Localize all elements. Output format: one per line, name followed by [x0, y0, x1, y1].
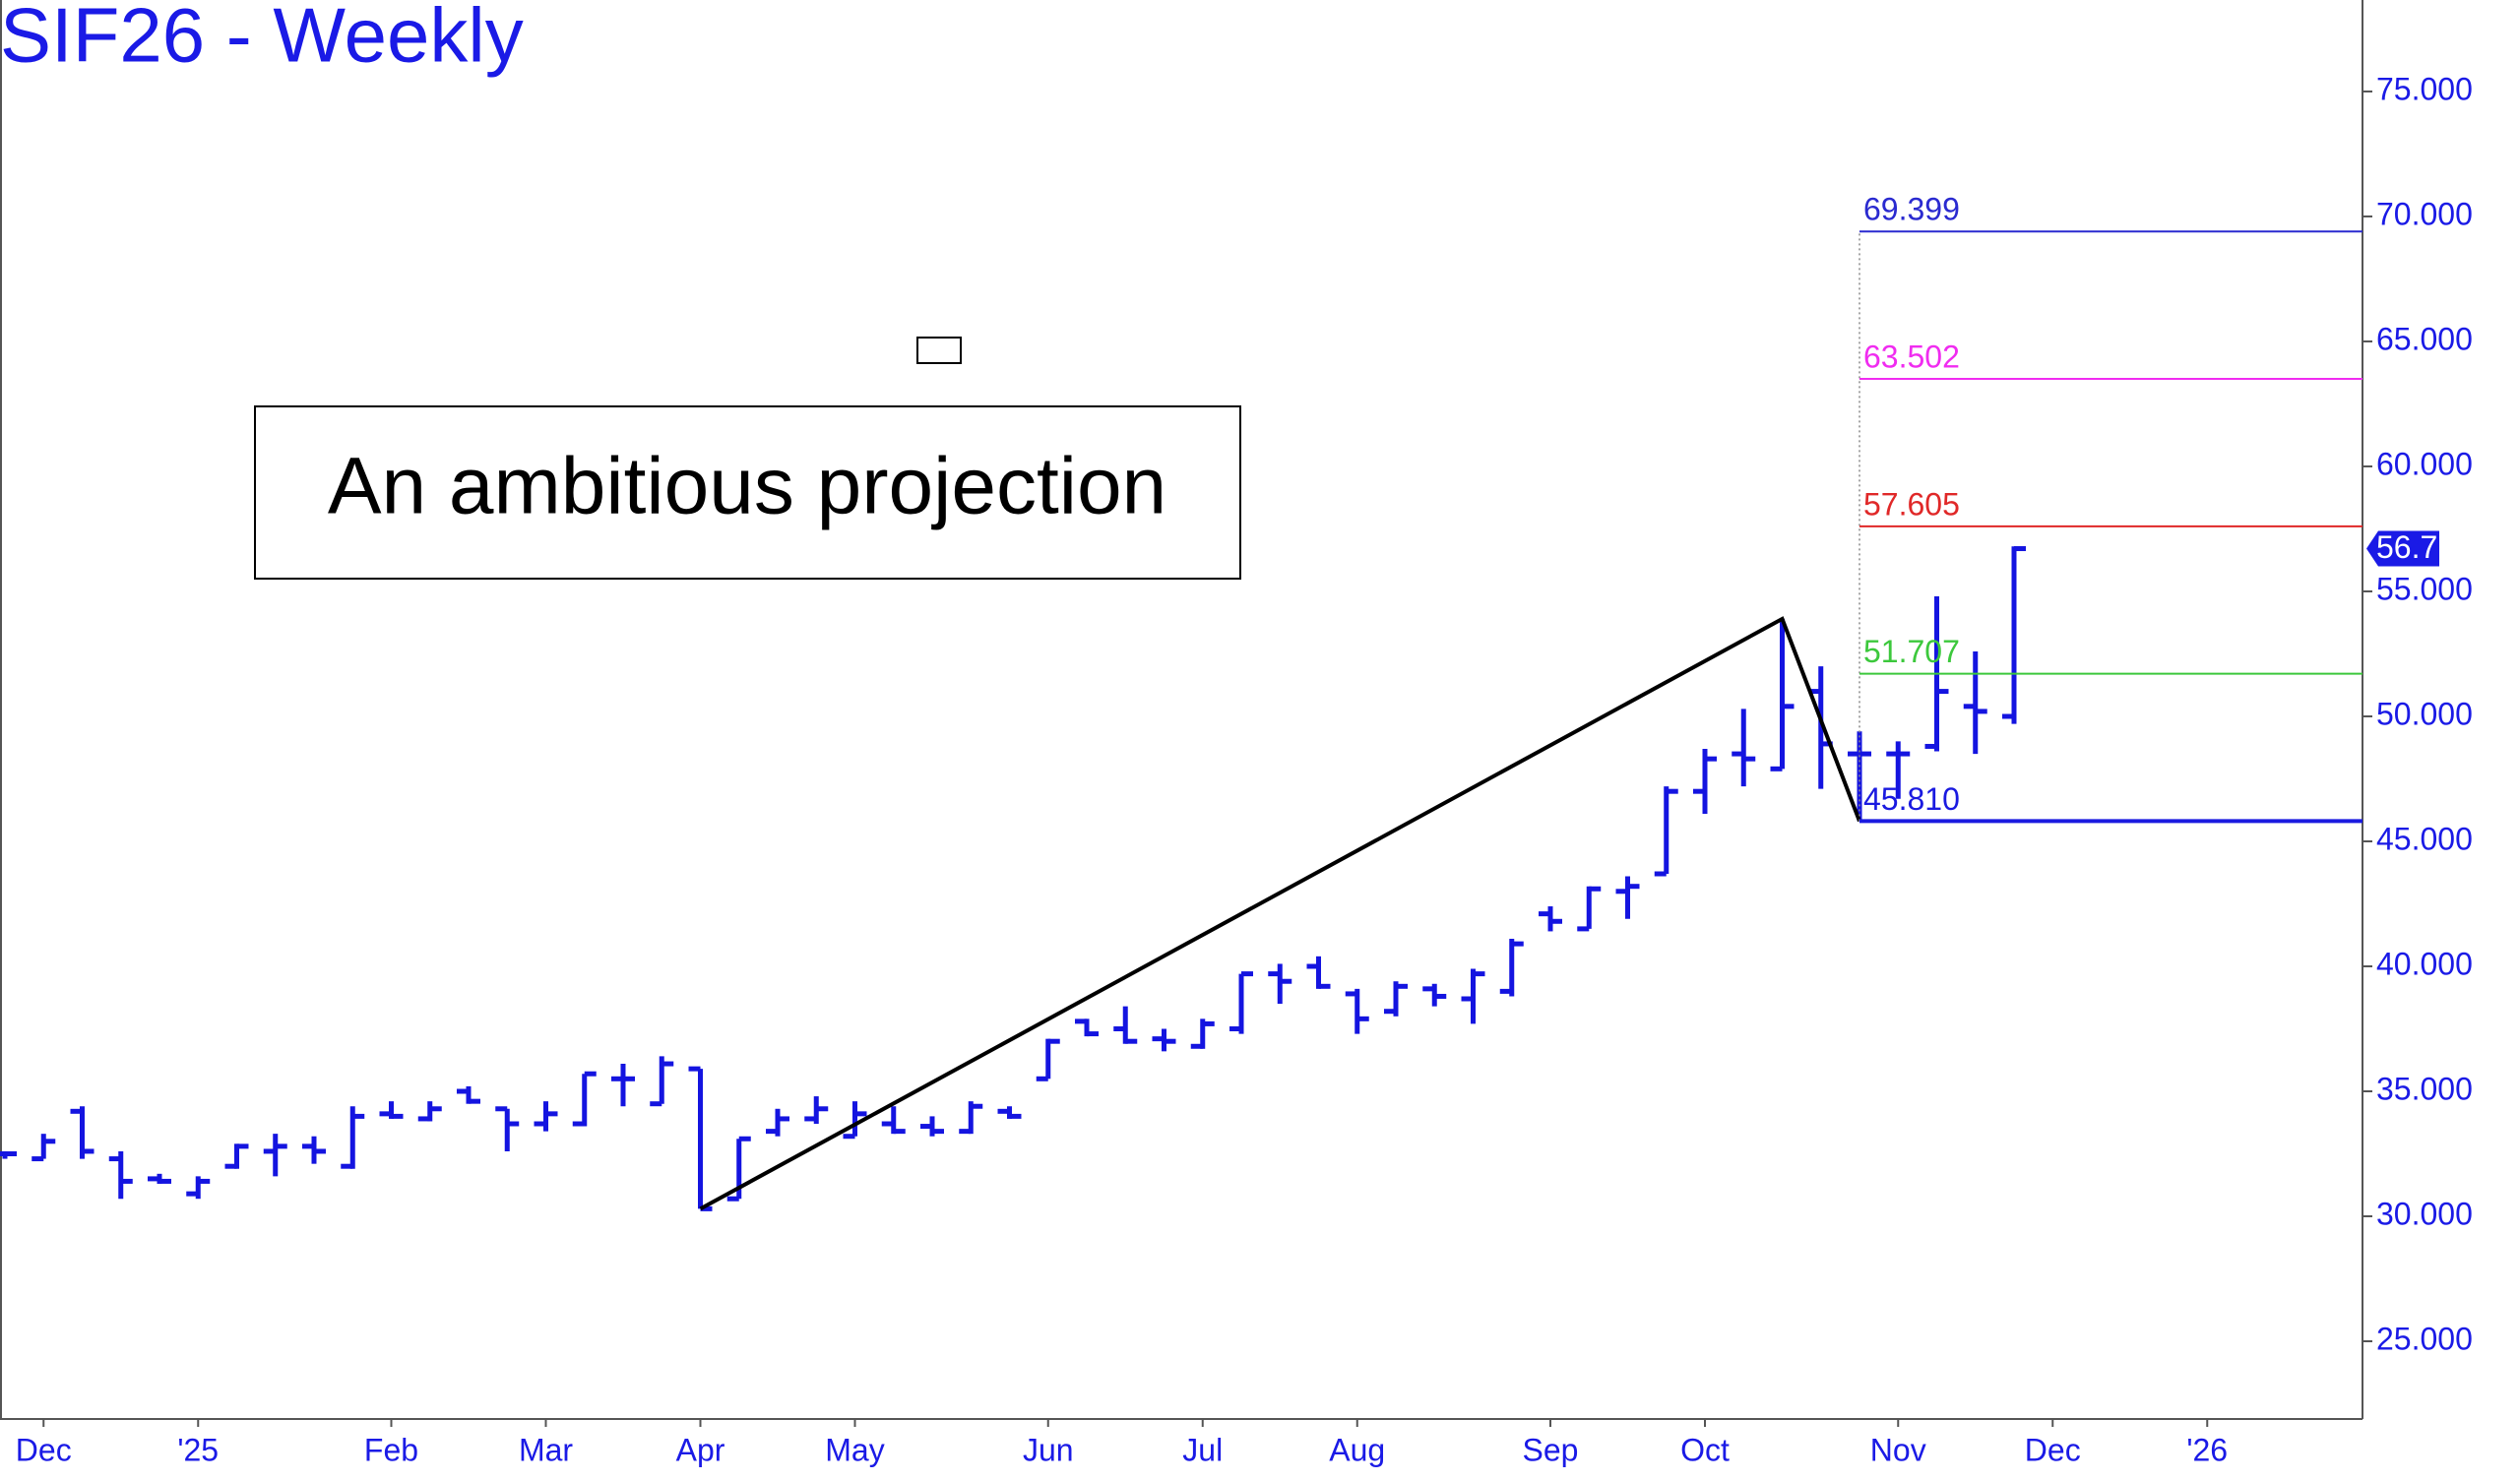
x-tick-label: Dec: [16, 1432, 72, 1467]
annotation-box: [254, 405, 1241, 580]
target-label: 63.502: [1863, 339, 1960, 374]
y-tick-label: 25.000: [2376, 1321, 2473, 1356]
target-label: 45.810: [1863, 781, 1960, 817]
x-tick-label: May: [825, 1432, 884, 1467]
x-tick-label: Sep: [1523, 1432, 1579, 1467]
y-tick-label: 60.000: [2376, 446, 2473, 481]
x-tick-label: Jul: [1182, 1432, 1223, 1467]
target-label: 57.605: [1863, 486, 1960, 522]
last-price-label: 56.711: [2376, 529, 2471, 565]
y-tick-label: 45.000: [2376, 821, 2473, 856]
x-tick-label: '25: [177, 1432, 219, 1467]
x-tick-label: Nov: [1870, 1432, 1926, 1467]
y-tick-label: 35.000: [2376, 1071, 2473, 1106]
marker-box: [916, 337, 962, 364]
y-tick-label: 70.000: [2376, 196, 2473, 231]
x-tick-label: Aug: [1329, 1432, 1385, 1467]
y-tick-label: 55.000: [2376, 571, 2473, 606]
x-tick-label: Feb: [364, 1432, 418, 1467]
y-tick-label: 65.000: [2376, 321, 2473, 356]
last-price-tag: [2366, 530, 2439, 567]
chart-title: SIF26 - Weekly: [0, 0, 524, 79]
projection-line: [699, 616, 1861, 1211]
y-tick-label: 40.000: [2376, 946, 2473, 981]
x-tick-label: Apr: [676, 1432, 725, 1467]
x-tick-label: Mar: [519, 1432, 573, 1467]
x-tick-label: Oct: [1680, 1432, 1730, 1467]
x-tick-label: '26: [2186, 1432, 2228, 1467]
target-label: 51.707: [1863, 634, 1960, 669]
y-tick-label: 30.000: [2376, 1196, 2473, 1231]
y-tick-label: 50.000: [2376, 696, 2473, 731]
target-label: 69.399: [1863, 192, 1960, 227]
y-tick-label: 75.000: [2376, 71, 2473, 106]
x-tick-label: Dec: [2025, 1432, 2081, 1467]
x-tick-label: Jun: [1023, 1432, 1074, 1467]
annotation: An ambitious projection: [328, 442, 1166, 531]
